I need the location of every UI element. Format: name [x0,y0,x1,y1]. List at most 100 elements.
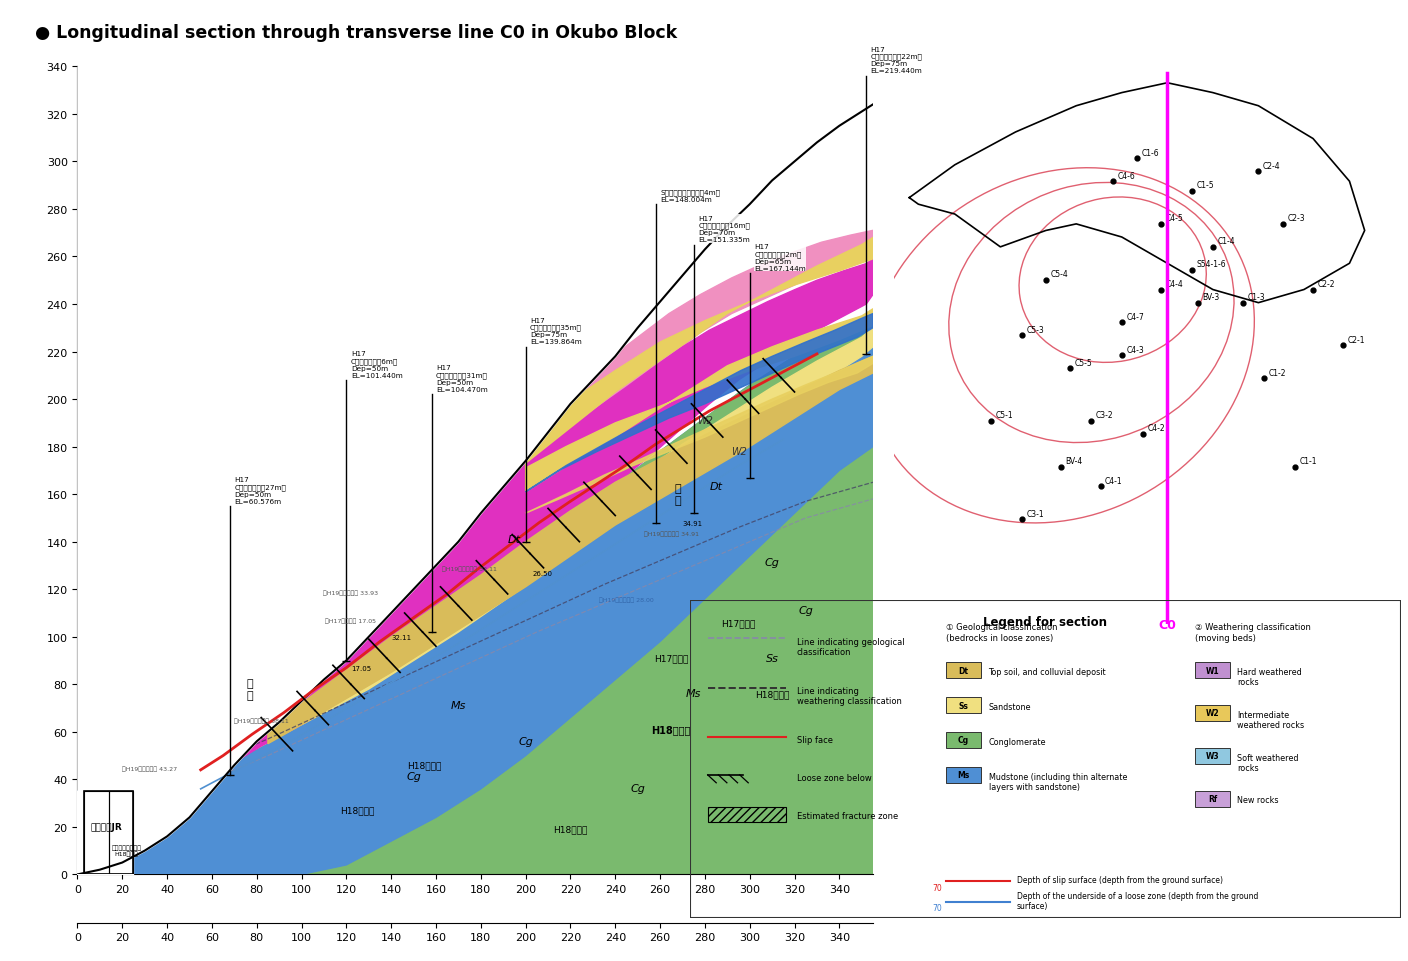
Polygon shape [201,314,873,775]
Text: Line indicating geological
classification: Line indicating geological classificatio… [797,637,904,656]
Text: H18検討会: H18検討会 [407,761,442,770]
Text: 70: 70 [932,903,942,913]
Text: H17
C４－４（投弡16m）
Dep=70m
EL=151.335m: H17 C４－４（投弡16m） Dep=70m EL=151.335m [698,215,750,243]
Text: H18検討会: H18検討会 [553,825,587,834]
Text: H17
C１－４（投弡2m）
Dep=65m
EL=167.144m: H17 C１－４（投弡2m） Dep=65m EL=167.144m [755,244,805,271]
Bar [708,806,786,823]
Polygon shape [201,231,873,784]
Text: ① Geological classification
(bedrocks in loose zones): ① Geological classification (bedrocks in… [946,623,1057,642]
Text: H18検討会: H18検討会 [652,724,691,734]
Bar [1195,791,1231,807]
Polygon shape [77,314,873,875]
Text: H17
C４－２（投弡6m）
Dep=50m
EL=101.440m: H17 C４－２（投弡6m） Dep=50m EL=101.440m [351,351,403,379]
Text: Intermediate
weathered rocks: Intermediate weathered rocks [1238,710,1305,729]
Text: C1-3: C1-3 [1247,293,1266,302]
Bar [946,662,981,678]
Text: ● Longitudinal section through transverse line C0 in Okubo Block: ● Longitudinal section through transvers… [35,24,677,42]
Text: C4-4: C4-4 [1166,280,1184,288]
Text: Cg: Cg [631,783,645,794]
Text: Dt: Dt [508,534,521,544]
Text: C2-1: C2-1 [1347,335,1366,344]
Text: （H19評価回資） 34.91: （H19評価回資） 34.91 [643,530,698,536]
Bar [1195,705,1231,721]
Polygon shape [525,238,873,492]
Text: C4-5: C4-5 [1166,214,1184,223]
Text: 洪水の可能性あり
H18検討会: 洪水の可能性あり H18検討会 [111,845,142,856]
Bar [1195,748,1231,764]
Text: H17
C３－２（投弡31m）
Dep=50m
EL=104.470m: H17 C３－２（投弡31m） Dep=50m EL=104.470m [436,365,487,392]
Text: Dt: Dt [710,481,722,492]
Text: C4-3: C4-3 [1126,345,1145,355]
Text: Cg: Cg [765,558,780,568]
Text: C5-1: C5-1 [995,410,1014,420]
Text: Cg: Cg [957,736,969,745]
Polygon shape [268,357,873,744]
Text: Depth of the underside of a loose zone (depth from the ground
surface): Depth of the underside of a loose zone (… [1017,891,1259,910]
Text: Rf: Rf [1208,795,1217,803]
Text: （H19評価回資） 33.93: （H19評価回資） 33.93 [324,590,379,596]
Text: C5-5: C5-5 [1074,358,1093,367]
Text: H17検討会: H17検討会 [721,618,756,628]
Text: C1-1: C1-1 [1300,456,1316,466]
Polygon shape [525,314,873,492]
Text: C2-3: C2-3 [1287,214,1305,223]
Polygon shape [190,329,873,784]
Text: C1-2: C1-2 [1269,368,1287,377]
Text: C5-4: C5-4 [1050,270,1069,279]
Text: BV-4: BV-4 [1066,456,1083,466]
Text: H17
C１－５（投弡22m）
Dep=75m
EL=219.440m: H17 C１－５（投弡22m） Dep=75m EL=219.440m [870,47,922,74]
Text: Slip face: Slip face [797,735,832,745]
Bar [946,698,981,713]
Text: Hard weathered
rocks: Hard weathered rocks [1238,667,1302,686]
Text: S54-1-6: S54-1-6 [1197,259,1226,269]
Text: Legend for section: Legend for section [983,615,1108,628]
Bar [84,792,134,875]
Text: W1: W1 [1205,666,1219,675]
Text: C2-4: C2-4 [1263,161,1281,170]
Text: Ss: Ss [766,653,779,663]
Text: Dt: Dt [959,666,969,675]
Polygon shape [525,357,873,513]
Text: W2: W2 [1205,708,1219,718]
Text: Cg: Cg [406,772,421,781]
Text: （H19評価回資） 28.00: （H19評価回資） 28.00 [598,597,653,603]
Polygon shape [201,259,873,784]
Text: C3-2: C3-2 [1095,410,1114,420]
Text: S５４－１－６（投弡4m）
EL=148.004m: S５４－１－６（投弡4m） EL=148.004m [660,189,719,203]
Text: 34.91: 34.91 [683,521,703,527]
Text: 17.05: 17.05 [351,665,370,672]
Text: Ms: Ms [957,771,970,779]
Text: New rocks: New rocks [1238,796,1278,804]
Text: Cg: Cg [798,605,814,615]
Text: 農
道: 農 道 [674,483,681,505]
Text: C5-3: C5-3 [1026,326,1043,334]
Text: H17
C４－１（投弡27m）
Dep=50m
EL=60.576m: H17 C４－１（投弡27m） Dep=50m EL=60.576m [234,477,286,505]
Bar [946,767,981,783]
Text: C2-2: C2-2 [1318,280,1335,288]
Text: 国道１号JR: 国道１号JR [90,823,122,831]
Bar [84,792,108,875]
Polygon shape [77,348,873,875]
Text: ② Weathering classification
(moving beds): ② Weathering classification (moving beds… [1195,623,1311,642]
Text: W3: W3 [1205,752,1219,760]
Text: Sandstone: Sandstone [988,702,1031,711]
Text: Ms: Ms [451,701,466,710]
Text: C1-6: C1-6 [1142,148,1159,158]
Text: C3-1: C3-1 [1026,509,1043,518]
Text: C0: C0 [1159,618,1176,631]
Text: Top soil, and colluvial deposit: Top soil, and colluvial deposit [988,667,1107,677]
Text: Depth of slip surface (depth from the ground surface): Depth of slip surface (depth from the gr… [1017,875,1224,884]
Text: Soft weathered
rocks: Soft weathered rocks [1238,752,1300,773]
Text: BV-3: BV-3 [1202,293,1219,302]
Text: （H19評価回資） 38.11: （H19評価回資） 38.11 [234,718,289,724]
Text: H17検討会: H17検討会 [655,653,689,663]
Text: Estimated fracture zone: Estimated fracture zone [797,811,898,821]
Text: 26.50: 26.50 [532,571,552,577]
Text: Ms: Ms [686,688,701,699]
Text: Loose zone below: Loose zone below [797,774,872,782]
Text: （H19評価回資） 32.11: （H19評価回資） 32.11 [442,566,497,572]
Text: （H19検討回資） 43.27: （H19検討回資） 43.27 [121,766,177,771]
Text: C4-1: C4-1 [1105,477,1122,485]
Text: W2: W2 [731,446,746,456]
Bar [1195,662,1231,678]
